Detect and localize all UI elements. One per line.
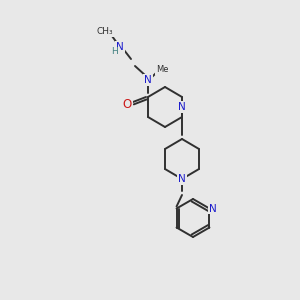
Text: O: O <box>122 98 132 110</box>
Text: N: N <box>178 102 186 112</box>
Text: N: N <box>178 174 186 184</box>
Text: Me: Me <box>156 65 168 74</box>
Text: CH₃: CH₃ <box>97 28 113 37</box>
Text: H: H <box>111 47 117 56</box>
Text: N: N <box>116 42 124 52</box>
Text: N: N <box>208 203 216 214</box>
Text: N: N <box>144 75 152 85</box>
